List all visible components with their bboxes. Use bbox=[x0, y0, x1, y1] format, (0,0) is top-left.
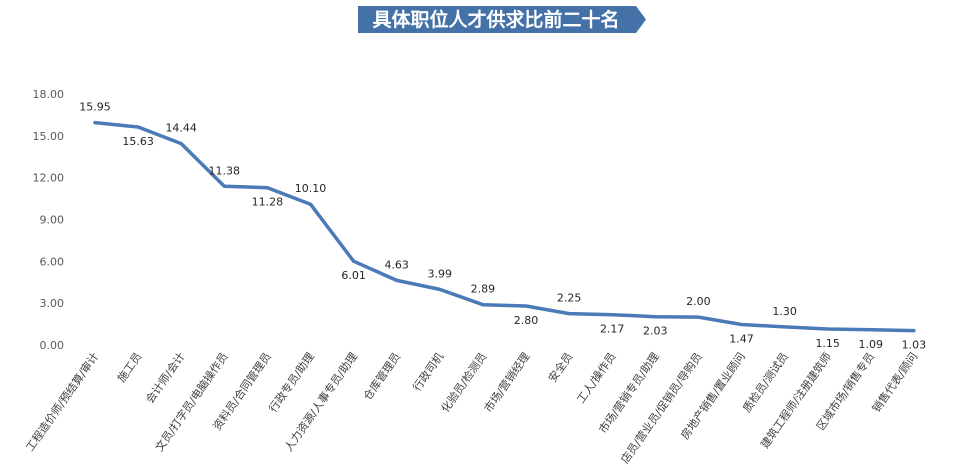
data-labels: 15.95 15.63 14.44 11.38 11.28 10.10 6.01 4.63 3.… bbox=[79, 101, 926, 352]
x-tick-label: 店员/营业员/促销员/导购员 bbox=[618, 350, 705, 466]
x-tick-label: 销售代表/顾问 bbox=[869, 350, 920, 415]
data-label: 11.38 bbox=[209, 164, 241, 177]
data-label: 6.01 bbox=[341, 269, 366, 282]
chart-title-text: 具体职位人才供求比前二十名 bbox=[372, 8, 619, 31]
y-tick-label: 18.00 bbox=[33, 88, 65, 101]
x-tick-label: 人力资源/人事专员/助理 bbox=[281, 350, 360, 454]
chart-title: 具体职位人才供求比前二十名 bbox=[358, 6, 646, 33]
data-label: 1.09 bbox=[859, 338, 884, 351]
data-label: 2.25 bbox=[557, 292, 582, 305]
data-label: 11.28 bbox=[252, 196, 284, 209]
y-tick-label: 9.00 bbox=[40, 214, 65, 227]
x-tick-label: 化验员/检测员 bbox=[438, 350, 489, 415]
x-axis: 工程造价师/预结算/审计 施工员会计师/会计文员/打字员/电脑操作员资料员/合同管… bbox=[23, 350, 921, 466]
data-label: 2.80 bbox=[514, 314, 539, 327]
y-tick-label: 6.00 bbox=[40, 255, 65, 268]
x-tick-label: 市场/营销经理 bbox=[481, 350, 532, 415]
y-axis: 0.00 3.00 6.00 9.00 12.00 15.00 18.00 bbox=[33, 88, 65, 352]
x-tick-label: 会计师/会计 bbox=[143, 350, 187, 406]
data-label: 14.44 bbox=[165, 122, 197, 135]
data-label: 15.95 bbox=[79, 101, 111, 114]
x-tick-label: 文员/打字员/电脑操作员 bbox=[152, 350, 231, 454]
data-label: 1.30 bbox=[772, 305, 797, 318]
x-tick-label: 行政专员/助理 bbox=[266, 350, 317, 415]
y-tick-label: 12.00 bbox=[33, 172, 65, 185]
data-label: 1.15 bbox=[815, 337, 840, 350]
data-label: 2.00 bbox=[686, 295, 711, 308]
title-banner bbox=[358, 6, 646, 33]
x-tick-label: 施工员 bbox=[115, 350, 145, 384]
series-line bbox=[93, 120, 916, 333]
data-label: 2.03 bbox=[643, 325, 668, 338]
data-label: 1.03 bbox=[902, 339, 927, 352]
data-label: 2.89 bbox=[471, 283, 496, 296]
x-tick-label: 行政司机 bbox=[410, 350, 447, 394]
data-label: 3.99 bbox=[428, 267, 453, 280]
x-tick-label: 工人/操作员 bbox=[574, 350, 619, 406]
x-tick-label: 安全员 bbox=[545, 350, 575, 385]
y-tick-label: 0.00 bbox=[40, 339, 65, 352]
y-tick-label: 15.00 bbox=[33, 130, 65, 143]
data-label: 1.47 bbox=[729, 333, 754, 346]
data-label: 2.17 bbox=[600, 323, 625, 336]
y-tick-label: 3.00 bbox=[40, 297, 65, 310]
x-tick-label: 工程造价师/预结算/审计 bbox=[23, 350, 102, 454]
data-label: 15.63 bbox=[122, 135, 154, 148]
x-tick-label: 质检员/测试员 bbox=[740, 350, 791, 415]
data-label: 4.63 bbox=[384, 258, 409, 271]
x-tick-label: 仓库管理员 bbox=[360, 350, 403, 403]
x-tick-label: 建筑工程师/注册建筑师 bbox=[757, 350, 834, 451]
data-label: 10.10 bbox=[295, 182, 327, 195]
